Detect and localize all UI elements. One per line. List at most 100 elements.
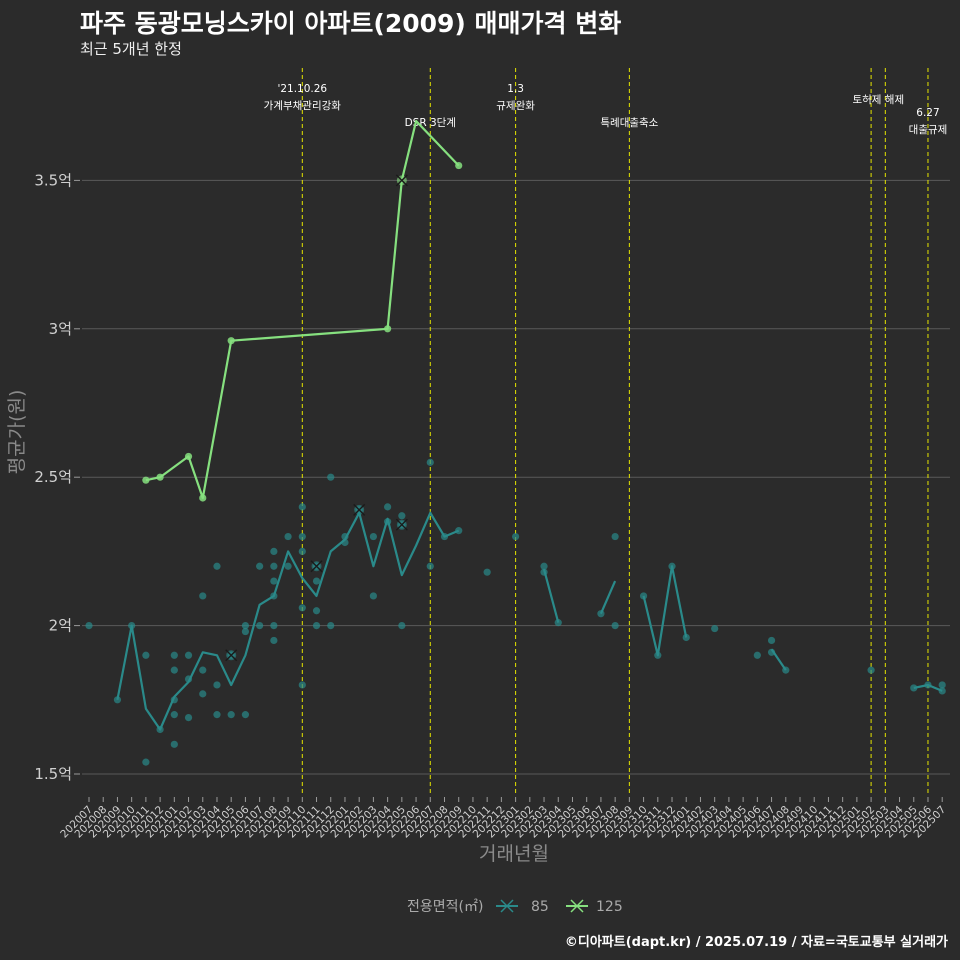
data-point xyxy=(270,562,278,570)
data-point xyxy=(867,666,875,674)
data-point xyxy=(142,476,150,484)
data-point xyxy=(241,711,250,719)
data-point xyxy=(184,714,193,722)
data-point xyxy=(142,651,150,659)
policy-annotation: 규제완화 xyxy=(496,99,535,112)
data-point xyxy=(398,512,406,520)
data-point xyxy=(711,624,719,633)
data-point xyxy=(511,532,520,541)
legend-key-125 xyxy=(566,899,588,913)
data-point xyxy=(284,562,292,570)
data-point xyxy=(199,666,207,674)
series-85 xyxy=(85,458,946,766)
data-point xyxy=(241,622,250,630)
data-point-marker xyxy=(395,518,408,531)
data-point xyxy=(298,503,306,511)
data-point-marker xyxy=(225,649,238,662)
data-point xyxy=(256,562,264,570)
data-point xyxy=(85,622,93,630)
data-point xyxy=(938,681,946,689)
policy-annotation: 특례대출축소 xyxy=(600,117,658,129)
legend-label-85: 85 xyxy=(531,899,549,915)
data-point xyxy=(611,532,619,541)
series-line xyxy=(642,565,688,657)
data-point xyxy=(270,636,278,645)
data-point xyxy=(298,532,306,541)
data-point xyxy=(170,711,178,719)
policy-annotation: 가계부채관리강화 xyxy=(264,100,342,112)
policy-annotation: 대출규제 xyxy=(909,124,948,136)
data-point xyxy=(611,622,619,630)
data-point xyxy=(227,711,235,719)
data-point xyxy=(312,577,321,585)
source-caption: ©디아파트(dapt.kr) / 2025.07.19 / 자료=국토교통부 실… xyxy=(564,935,948,950)
data-point xyxy=(241,627,250,636)
policy-annotation: DSR 3단계 xyxy=(405,117,456,129)
data-point xyxy=(369,592,377,600)
policy-annotation: 6.27 xyxy=(916,107,939,119)
data-point xyxy=(284,532,292,541)
y-tick-label: 2억 xyxy=(49,617,72,635)
x-axis-title: 거래년월 xyxy=(479,843,549,865)
data-point xyxy=(298,547,306,556)
data-point-marker xyxy=(310,560,323,573)
policy-annotation: 토허제 해제 xyxy=(852,93,904,106)
y-axis-title: 평균가(원) xyxy=(6,390,28,475)
legend-key-85 xyxy=(496,899,518,913)
y-tick-label: 2.5억 xyxy=(34,468,72,486)
data-point xyxy=(753,651,761,659)
data-point xyxy=(767,636,776,645)
data-point xyxy=(213,562,221,570)
data-point xyxy=(270,577,278,585)
data-point xyxy=(142,758,150,766)
chart-subtitle: 최근 5개년 한정 xyxy=(80,40,182,58)
data-point xyxy=(554,619,562,627)
data-point xyxy=(312,607,321,615)
data-point xyxy=(170,651,178,659)
series-layer xyxy=(85,119,946,766)
data-point xyxy=(298,604,306,612)
data-point xyxy=(384,503,392,511)
data-point-marker xyxy=(353,503,366,516)
y-tick-label: 3억 xyxy=(49,320,72,338)
data-point-marker xyxy=(395,174,408,187)
data-point xyxy=(270,547,278,556)
data-point xyxy=(398,622,406,630)
series-line xyxy=(145,119,460,500)
data-point xyxy=(170,666,178,674)
y-tick-label: 3.5억 xyxy=(34,171,72,189)
data-point xyxy=(213,711,221,719)
data-point xyxy=(199,592,207,600)
chart-title: 파주 동광모닝스카이 아파트(2009) 매매가격 변화 xyxy=(80,9,622,38)
data-point xyxy=(170,740,178,748)
data-point xyxy=(483,568,491,576)
data-point xyxy=(540,562,548,570)
data-point xyxy=(369,532,377,541)
y-tick-label: 1.5억 xyxy=(34,765,72,783)
data-point xyxy=(270,622,278,630)
series-125 xyxy=(142,119,463,502)
series-line xyxy=(770,648,787,671)
data-point xyxy=(256,622,264,630)
data-point xyxy=(298,681,306,689)
policy-annotation: '21.10.26 xyxy=(277,83,327,95)
series-line xyxy=(913,683,943,692)
data-point xyxy=(327,622,335,630)
legend-title: 전용면적(㎡) xyxy=(407,899,483,915)
series-line xyxy=(542,568,560,623)
data-point xyxy=(312,622,321,630)
policy-annotation: 1.3 xyxy=(507,83,524,95)
data-point xyxy=(910,684,918,692)
data-point xyxy=(184,651,193,659)
series-line xyxy=(116,511,460,731)
series-line xyxy=(599,580,617,615)
legend-label-125: 125 xyxy=(596,899,623,915)
legend: 전용면적(㎡) 85 125 xyxy=(407,899,623,915)
data-point xyxy=(199,690,207,698)
data-point xyxy=(426,562,434,570)
tick-layer: 1.5억2억2.5억3억3.5억202007202008202009202010… xyxy=(34,171,948,840)
data-point xyxy=(327,473,335,481)
data-point xyxy=(426,458,434,466)
